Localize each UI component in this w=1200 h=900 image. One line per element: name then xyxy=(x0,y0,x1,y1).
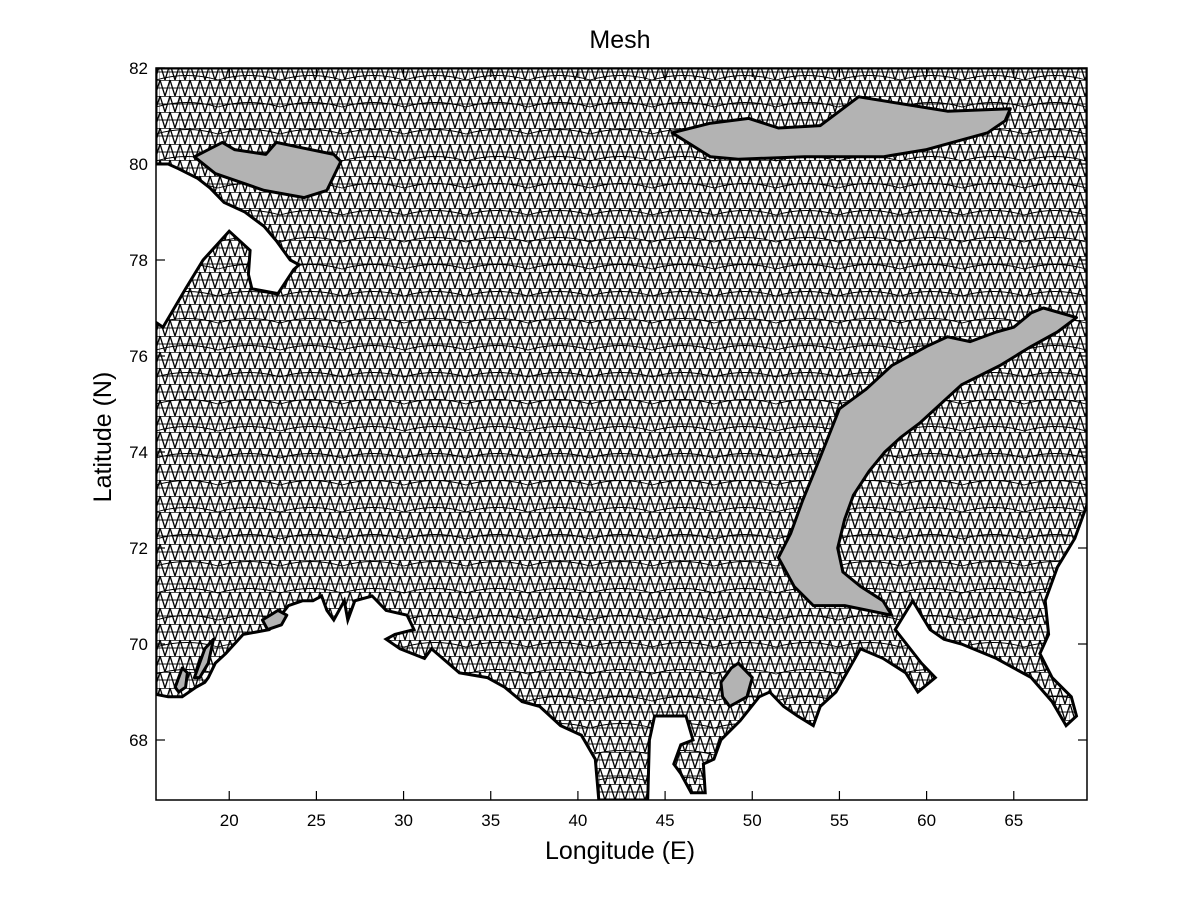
plot-area xyxy=(156,68,1148,810)
mesh-edge-row xyxy=(156,453,1087,459)
x-tick-label: 60 xyxy=(917,811,936,830)
island-polygon xyxy=(670,95,1012,161)
mesh-edge-row xyxy=(156,75,1087,81)
x-tick-label: 25 xyxy=(307,811,326,830)
x-axis-label: Longitude (E) xyxy=(545,837,695,865)
y-tick-label: 70 xyxy=(129,635,148,654)
mesh-edge-row xyxy=(156,399,1087,405)
x-tick-label: 65 xyxy=(1004,811,1023,830)
y-tick-label: 76 xyxy=(129,347,148,366)
islands xyxy=(173,95,1078,708)
mesh-edge-row xyxy=(156,291,1087,297)
mesh-edge-row xyxy=(156,561,1087,567)
chart-title: Mesh xyxy=(589,26,650,54)
island-polygon xyxy=(719,661,754,708)
island-polygon xyxy=(173,666,189,694)
mesh-edge-row xyxy=(156,507,1087,513)
mesh-edge-row xyxy=(156,318,1087,324)
mesh-edge-row xyxy=(156,805,1148,810)
y-tick-label: 78 xyxy=(129,251,148,270)
x-axis: 20 25 30 35 40 45 50 55 60 65 xyxy=(220,68,1023,830)
mesh-edge-row xyxy=(156,588,1087,594)
x-tick-label: 40 xyxy=(568,811,587,830)
y-tick-label: 74 xyxy=(129,443,148,462)
x-tick-label: 20 xyxy=(220,811,239,830)
x-tick-label: 30 xyxy=(394,811,413,830)
mesh-edge-row xyxy=(156,210,1087,216)
axes-frame xyxy=(155,67,1088,801)
y-axis-label: Latitude (N) xyxy=(89,372,117,503)
y-tick-label: 72 xyxy=(129,539,148,558)
mesh-edge-row xyxy=(156,534,1087,540)
x-tick-label: 45 xyxy=(656,811,675,830)
domain-boundary xyxy=(156,68,1087,800)
y-tick-label: 80 xyxy=(129,155,148,174)
x-tick-label: 50 xyxy=(743,811,762,830)
x-tick-label: 35 xyxy=(481,811,500,830)
y-tick-label: 68 xyxy=(129,731,148,750)
mesh-edge-row xyxy=(156,480,1087,486)
island-polygon xyxy=(776,306,1078,617)
island-polygon xyxy=(192,140,343,200)
mesh-edge-row xyxy=(156,237,1087,243)
island-polygon xyxy=(192,637,215,680)
y-tick-label: 82 xyxy=(129,59,148,78)
mesh-edge-row xyxy=(156,264,1087,270)
mesh-edge-row xyxy=(156,426,1087,432)
x-tick-label: 55 xyxy=(830,811,849,830)
mesh-edge-row xyxy=(156,102,1087,108)
island-polygon xyxy=(260,608,289,632)
y-axis: 68 70 72 74 76 78 80 82 xyxy=(129,59,1087,750)
